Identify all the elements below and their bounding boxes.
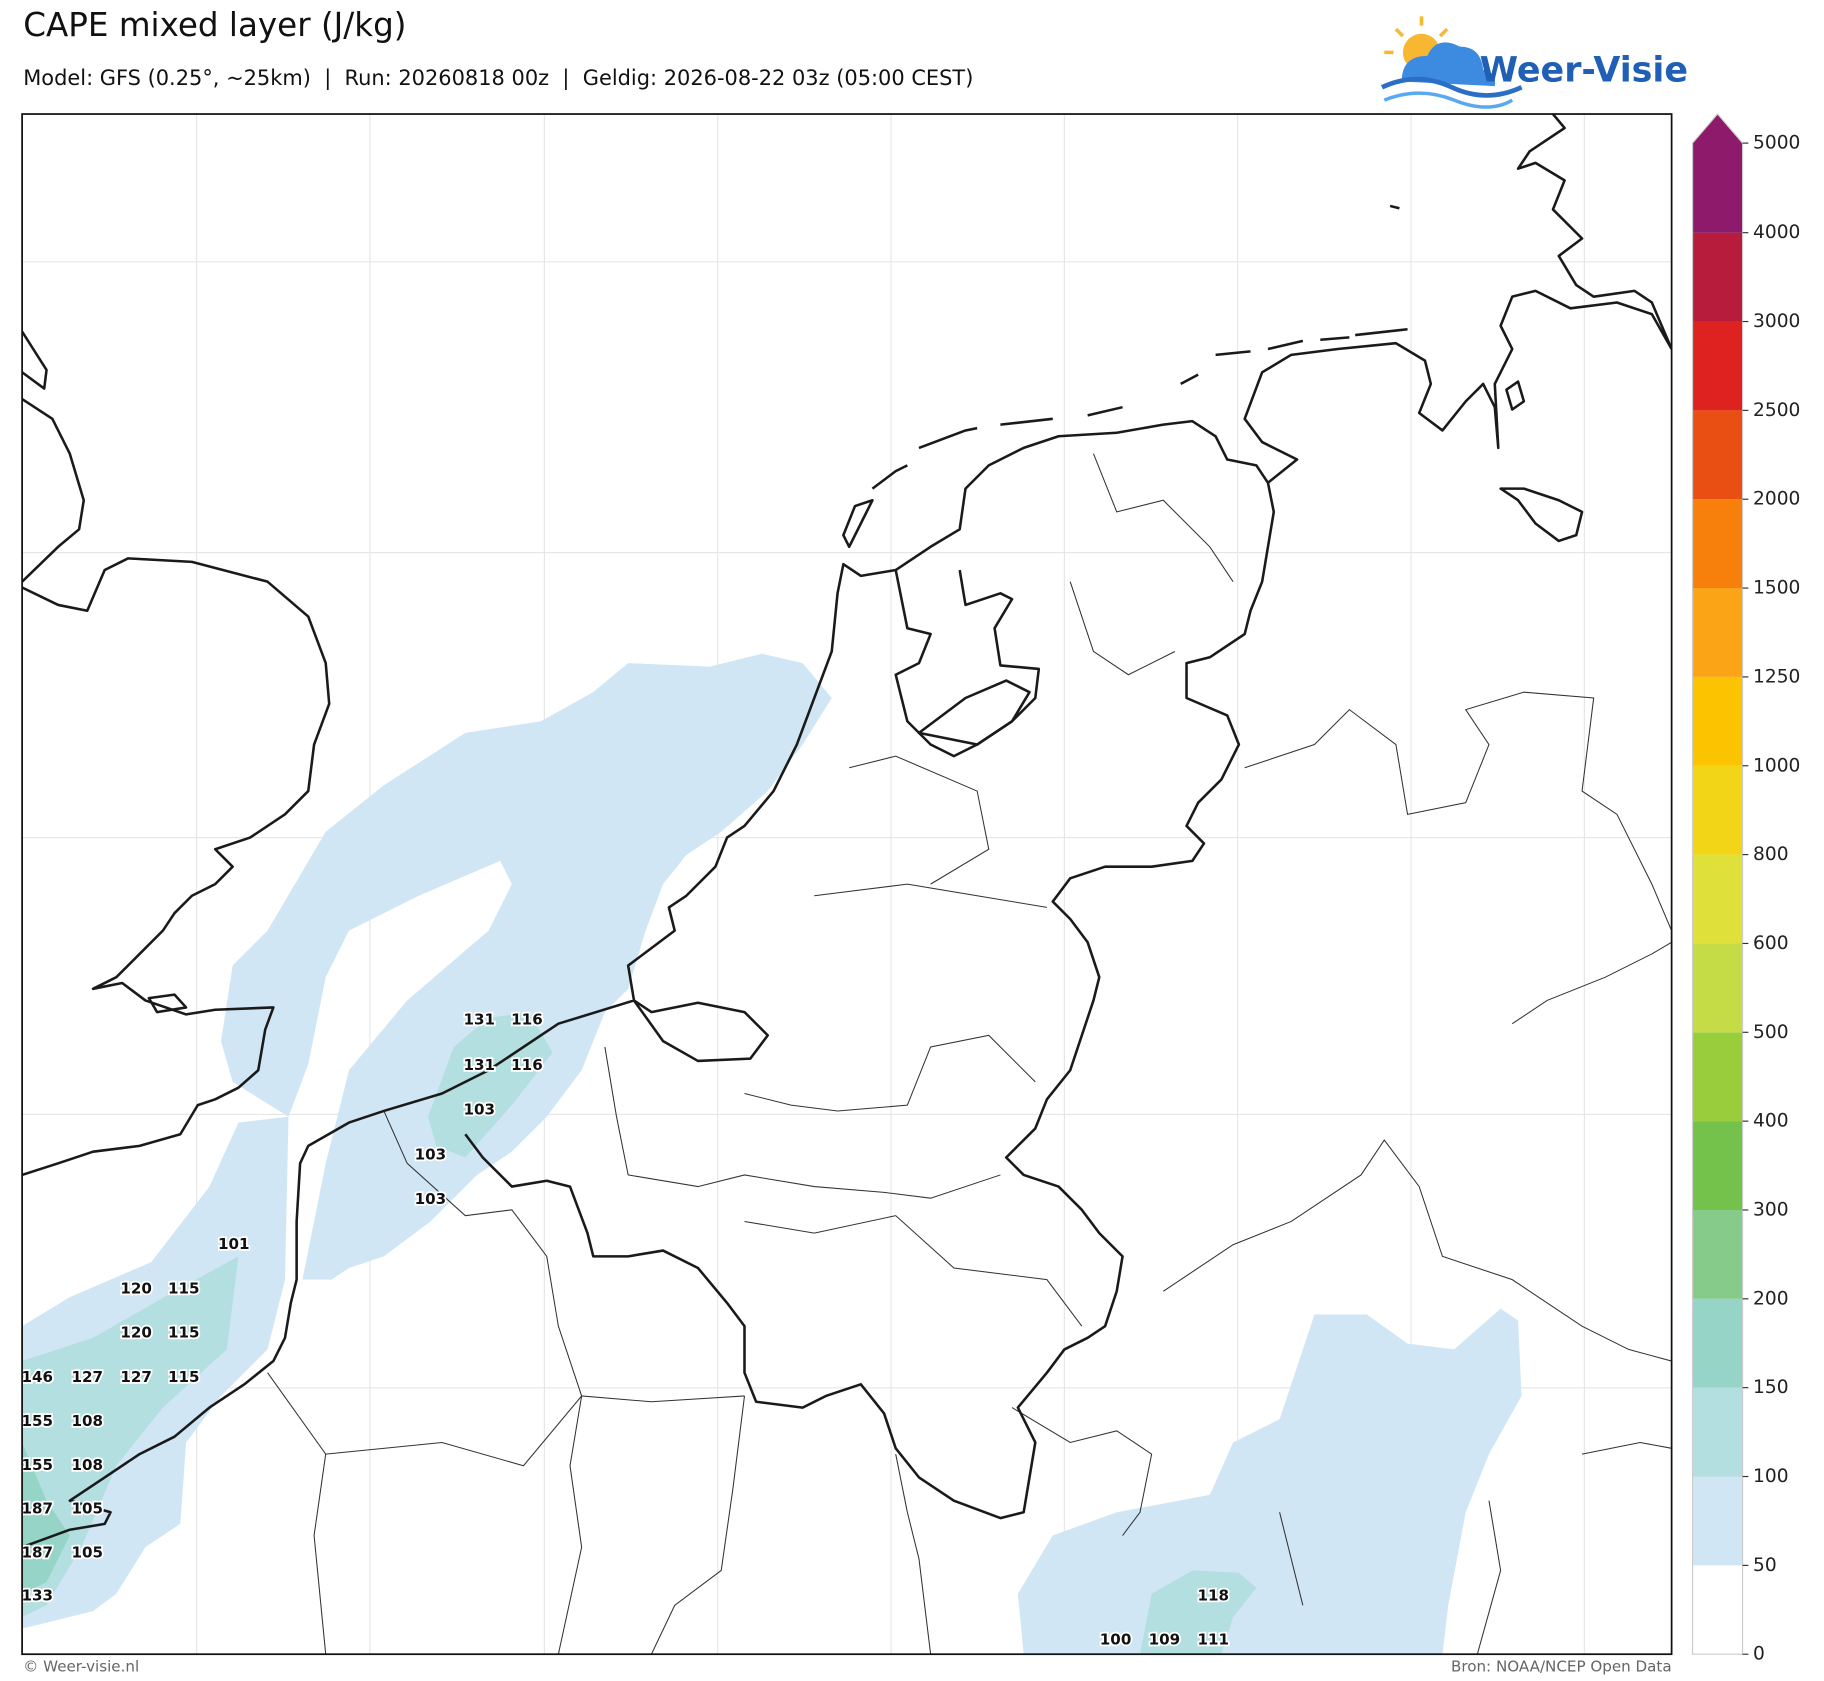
colorbar-segment <box>1692 676 1743 766</box>
colorbar-tick-label: 600 <box>1753 933 1789 954</box>
grid-label: 127 <box>120 1368 152 1386</box>
colorbar-segment <box>1692 1298 1743 1388</box>
colorbar-tick-label: 3000 <box>1753 311 1800 332</box>
grid-label: 105 <box>71 1544 103 1562</box>
map: 131 116 131 116 103 103 103 101 120 115 120 115 146 1… <box>21 114 1672 1655</box>
grid-label: 131 <box>463 1011 495 1029</box>
borders <box>267 453 1672 1655</box>
colorbar-segment <box>1692 1387 1743 1477</box>
grid-label: 133 <box>21 1587 53 1605</box>
colorbar-tick-label: 2000 <box>1753 489 1800 510</box>
colorbar-segment <box>1692 1209 1743 1299</box>
grid-label: 118 <box>1198 1587 1230 1605</box>
grid-label: 115 <box>168 1279 200 1297</box>
grid-label: 115 <box>168 1324 200 1342</box>
grid-label: 155 <box>21 1456 53 1474</box>
grid-label: 103 <box>463 1100 495 1118</box>
grid-label: 127 <box>71 1368 103 1386</box>
colorbar-segment <box>1692 854 1743 944</box>
colorbar-tick-label: 100 <box>1753 1466 1789 1487</box>
grid-label: 131 <box>463 1056 495 1074</box>
credit: © Weer-visie.nl <box>23 1658 139 1676</box>
colorbar-tick-label: 800 <box>1753 844 1789 865</box>
colorbar-segment <box>1692 1032 1743 1122</box>
colorbar-tick-label: 50 <box>1753 1555 1777 1576</box>
grid-label: 187 <box>21 1499 53 1517</box>
grid-label: 108 <box>71 1456 103 1474</box>
grid-label: 100 <box>1100 1631 1132 1649</box>
colorbar-segment <box>1692 1565 1743 1655</box>
colorbar-tick-label: 1000 <box>1753 755 1800 776</box>
colorbar-tick-label: 300 <box>1753 1199 1789 1220</box>
coastlines <box>22 114 1672 1549</box>
grid-label: 146 <box>21 1368 53 1386</box>
colorbar-segment <box>1692 410 1743 500</box>
colorbar-outline <box>1691 113 1744 1655</box>
colorbar-extension <box>1692 114 1743 233</box>
grid-label: 108 <box>71 1412 103 1430</box>
colorbar-tick-label: 150 <box>1753 1377 1789 1398</box>
colorbar-tick-label: 0 <box>1753 1644 1765 1665</box>
grid-label: 187 <box>21 1544 53 1562</box>
grid-label: 115 <box>168 1368 200 1386</box>
colorbar-tick-label: 1250 <box>1753 666 1800 687</box>
grid-label: 109 <box>1149 1631 1181 1649</box>
grid-label: 103 <box>415 1146 447 1164</box>
grid-labels: 131 116 131 116 103 103 103 101 120 115 120 115 146 1… <box>21 1009 1231 1651</box>
grid-label: 103 <box>415 1190 447 1208</box>
subtitle: Model: GFS (0.25°, ~25km) | Run: 2026081… <box>23 66 973 91</box>
grid-label: 116 <box>511 1056 543 1074</box>
colorbar-segment <box>1692 1476 1743 1566</box>
colorbar-tick-label: 1500 <box>1753 578 1800 599</box>
colorbar: 0 50 100 150 200 300 400 500 600 800 1000 1250 1500 2… <box>1691 113 1800 1665</box>
colorbar-segment <box>1692 232 1743 322</box>
colorbar-segment <box>1692 499 1743 589</box>
logo-text: Weer-Visie <box>1480 50 1688 90</box>
logo: Weer-Visie <box>1380 16 1688 109</box>
source: Bron: NOAA/NCEP Open Data <box>1451 1658 1672 1676</box>
grid-label: 120 <box>120 1324 152 1342</box>
colorbar-segment <box>1692 943 1743 1033</box>
colorbar-segment <box>1692 765 1743 855</box>
cape-fill <box>22 653 1522 1655</box>
colorbar-tick-label: 5000 <box>1753 133 1800 154</box>
colorbar-segment <box>1692 588 1743 677</box>
colorbar-segment <box>1692 1121 1743 1210</box>
grid-label: 116 <box>511 1011 543 1029</box>
colorbar-segment <box>1692 321 1743 411</box>
grid-label: 155 <box>21 1412 53 1430</box>
colorbar-tick-label: 2500 <box>1753 400 1800 421</box>
title: CAPE mixed layer (J/kg) <box>23 6 406 44</box>
colorbar-tick-label: 200 <box>1753 1288 1789 1309</box>
grid-label: 111 <box>1198 1631 1230 1649</box>
colorbar-tick-label: 400 <box>1753 1111 1789 1132</box>
colorbar-tick-label: 4000 <box>1753 222 1800 243</box>
map-frame <box>21 113 1673 1656</box>
grid-label: 120 <box>120 1279 152 1297</box>
colorbar-tick-label: 500 <box>1753 1022 1789 1043</box>
grid-label: 105 <box>71 1499 103 1517</box>
grid-label: 101 <box>218 1235 250 1253</box>
